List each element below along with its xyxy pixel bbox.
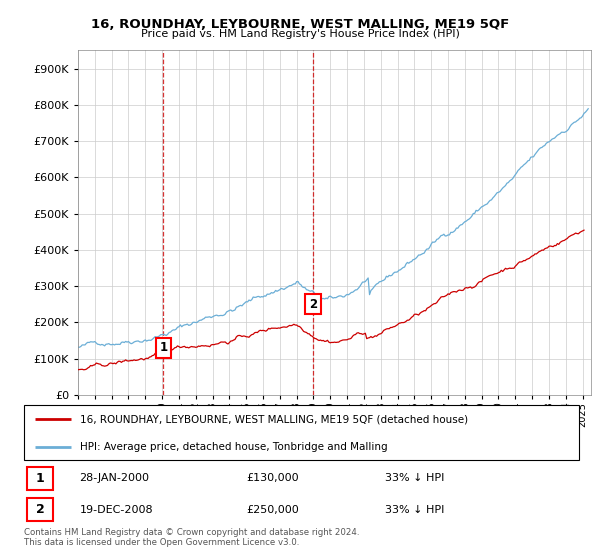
- Text: 2: 2: [36, 503, 44, 516]
- FancyBboxPatch shape: [27, 498, 53, 521]
- Text: Contains HM Land Registry data © Crown copyright and database right 2024.
This d: Contains HM Land Registry data © Crown c…: [24, 528, 359, 548]
- Text: £250,000: £250,000: [246, 505, 299, 515]
- Text: HPI: Average price, detached house, Tonbridge and Malling: HPI: Average price, detached house, Tonb…: [79, 442, 387, 451]
- FancyBboxPatch shape: [24, 405, 579, 460]
- Text: 33% ↓ HPI: 33% ↓ HPI: [385, 505, 444, 515]
- Text: 19-DEC-2008: 19-DEC-2008: [79, 505, 153, 515]
- FancyBboxPatch shape: [27, 466, 53, 489]
- Text: 33% ↓ HPI: 33% ↓ HPI: [385, 473, 444, 483]
- Text: 16, ROUNDHAY, LEYBOURNE, WEST MALLING, ME19 5QF (detached house): 16, ROUNDHAY, LEYBOURNE, WEST MALLING, M…: [79, 414, 467, 424]
- Text: 2: 2: [309, 298, 317, 311]
- Text: 16, ROUNDHAY, LEYBOURNE, WEST MALLING, ME19 5QF: 16, ROUNDHAY, LEYBOURNE, WEST MALLING, M…: [91, 18, 509, 31]
- Text: £130,000: £130,000: [246, 473, 299, 483]
- Text: Price paid vs. HM Land Registry's House Price Index (HPI): Price paid vs. HM Land Registry's House …: [140, 29, 460, 39]
- Text: 1: 1: [36, 472, 44, 484]
- Text: 28-JAN-2000: 28-JAN-2000: [79, 473, 149, 483]
- Text: 1: 1: [159, 341, 167, 354]
